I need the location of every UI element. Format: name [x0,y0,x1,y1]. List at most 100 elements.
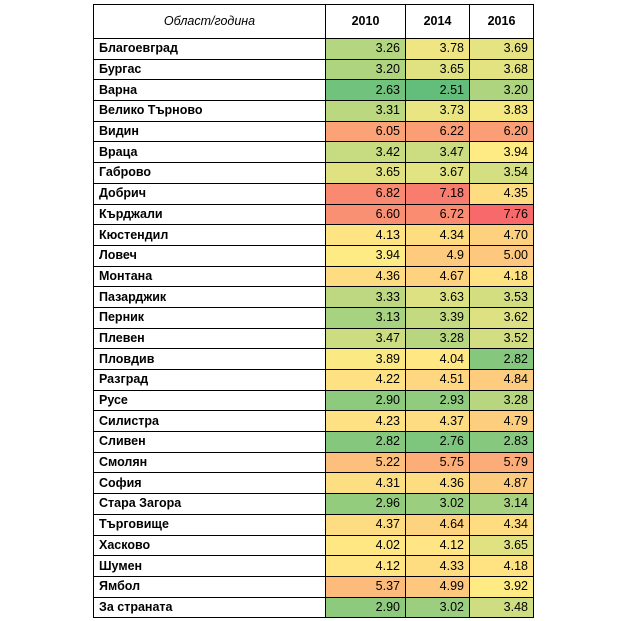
value-cell-2016: 3.83 [469,100,534,122]
value-cell-2010: 2.63 [325,79,406,102]
region-name-cell: Бургас [93,58,326,81]
value-cell-2016: 4.84 [469,369,534,391]
table-row: Плевен 3.47 3.28 3.52 [93,327,534,350]
region-name-cell: Стара Загора [93,493,326,515]
value-cell-2010: 3.31 [325,100,406,122]
value-cell-2014: 3.63 [405,286,470,308]
region-name-cell: Смолян [93,451,326,474]
region-name-cell: Габрово [93,162,326,184]
value-cell-2010: 2.82 [325,431,406,453]
value-cell-2016: 3.65 [469,534,534,557]
value-cell-2014: 3.78 [405,38,470,60]
value-cell-2014: 6.72 [405,203,470,226]
table-row: Ловеч 3.94 4.9 5.00 [93,244,534,267]
value-cell-2014: 2.93 [405,389,470,412]
value-cell-2014: 3.65 [405,58,470,81]
table-row: Пловдив 3.89 4.04 2.82 [93,348,534,370]
value-cell-2010: 2.90 [325,389,406,412]
region-name-cell: Видин [93,120,326,143]
column-header-region: Област/година [93,4,326,39]
value-cell-2010: 3.33 [325,286,406,308]
value-cell-2016: 3.92 [469,575,534,598]
value-cell-2010: 3.13 [325,306,406,329]
table-row: Хасково 4.02 4.12 3.65 [93,534,534,557]
value-cell-2014: 4.64 [405,513,470,536]
table-row: Враца 3.42 3.47 3.94 [93,141,534,164]
value-cell-2016: 5.79 [469,451,534,474]
region-name-cell: София [93,472,326,495]
value-cell-2016: 3.54 [469,162,534,184]
table-row: Велико Търново 3.31 3.73 3.83 [93,100,534,122]
value-cell-2016: 3.53 [469,286,534,308]
value-cell-2010: 5.37 [325,575,406,598]
value-cell-2010: 3.65 [325,162,406,184]
table-row: София 4.31 4.36 4.87 [93,472,534,495]
value-cell-2016: 3.48 [469,596,534,619]
value-cell-2016: 3.94 [469,141,534,164]
value-cell-2010: 3.42 [325,141,406,164]
region-name-cell: Търговище [93,513,326,536]
region-name-cell: Перник [93,306,326,329]
value-cell-2014: 2.51 [405,79,470,102]
table-row: Кърджали 6.60 6.72 7.76 [93,203,534,226]
column-header-2014: 2014 [405,4,470,39]
table-row: Габрово 3.65 3.67 3.54 [93,162,534,184]
region-name-cell: Монтана [93,265,326,288]
value-cell-2010: 6.05 [325,120,406,143]
value-cell-2014: 4.99 [405,575,470,598]
value-cell-2016: 3.20 [469,79,534,102]
region-name-cell: Ловеч [93,244,326,267]
value-cell-2010: 4.22 [325,369,406,391]
value-cell-2014: 4.04 [405,348,470,370]
value-cell-2010: 4.31 [325,472,406,495]
value-cell-2014: 4.67 [405,265,470,288]
value-cell-2014: 4.36 [405,472,470,495]
region-name-cell: Силистра [93,410,326,433]
table-row: Монтана 4.36 4.67 4.18 [93,265,534,288]
value-cell-2014: 4.51 [405,369,470,391]
table-row: Видин 6.05 6.22 6.20 [93,120,534,143]
value-cell-2010: 3.26 [325,38,406,60]
table-row: Пазарджик 3.33 3.63 3.53 [93,286,534,308]
value-cell-2010: 2.96 [325,493,406,515]
table-row: Търговище 4.37 4.64 4.34 [93,513,534,536]
value-cell-2014: 4.12 [405,534,470,557]
table-row: Перник 3.13 3.39 3.62 [93,306,534,329]
value-cell-2010: 2.90 [325,596,406,619]
table-row: Силистра 4.23 4.37 4.79 [93,410,534,433]
value-cell-2016: 4.18 [469,555,534,577]
value-cell-2010: 4.13 [325,224,406,246]
region-name-cell: Разград [93,369,326,391]
value-cell-2010: 5.22 [325,451,406,474]
region-values-table: Област/година 2010 2014 2016 Благоевград… [93,4,534,619]
table-header-row: Област/година 2010 2014 2016 [93,4,534,39]
region-name-cell: Сливен [93,431,326,453]
value-cell-2016: 3.69 [469,38,534,60]
value-cell-2016: 4.70 [469,224,534,246]
table-row: Сливен 2.82 2.76 2.83 [93,431,534,453]
value-cell-2010: 3.20 [325,58,406,81]
value-cell-2014: 3.47 [405,141,470,164]
value-cell-2016: 2.82 [469,348,534,370]
region-name-cell: Шумен [93,555,326,577]
table-row: Разград 4.22 4.51 4.84 [93,369,534,391]
value-cell-2016: 4.79 [469,410,534,433]
table-row: Смолян 5.22 5.75 5.79 [93,451,534,474]
data-table-container: Област/година 2010 2014 2016 Благоевград… [93,4,534,619]
region-name-cell: Кърджали [93,203,326,226]
value-cell-2016: 4.35 [469,182,534,205]
table-row: Ямбол 5.37 4.99 3.92 [93,575,534,598]
value-cell-2016: 3.68 [469,58,534,81]
value-cell-2016: 4.34 [469,513,534,536]
region-name-cell: Ямбол [93,575,326,598]
value-cell-2014: 6.22 [405,120,470,143]
value-cell-2010: 6.60 [325,203,406,226]
value-cell-2014: 4.37 [405,410,470,433]
region-name-cell: Враца [93,141,326,164]
value-cell-2016: 5.00 [469,244,534,267]
region-name-cell: Велико Търново [93,100,326,122]
value-cell-2010: 3.89 [325,348,406,370]
region-name-cell: Варна [93,79,326,102]
column-header-2010: 2010 [325,4,406,39]
value-cell-2014: 3.39 [405,306,470,329]
